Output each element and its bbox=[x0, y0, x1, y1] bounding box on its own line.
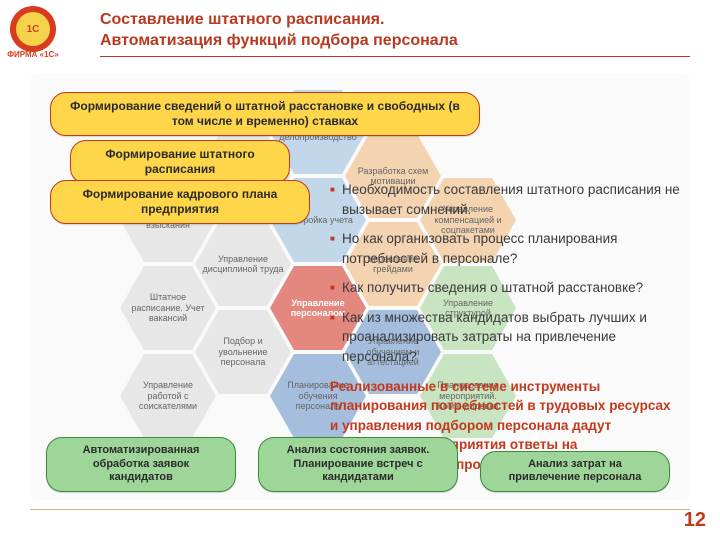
callout-yellow-1: Формирование сведений о штатной расстано… bbox=[50, 92, 480, 136]
title-line-2: Автоматизация функций подбора персонала bbox=[100, 31, 458, 52]
logo: 1С bbox=[10, 6, 56, 52]
bullet: Как из множества кандидатов выбрать лучш… bbox=[330, 308, 680, 367]
header: 1С ФИРМА «1С» Составление штатного распи… bbox=[0, 0, 720, 60]
hex-cell: Управление работой с соискателями bbox=[120, 354, 216, 438]
title-line-1: Составление штатного расписания. bbox=[100, 10, 458, 31]
page-number: 12 bbox=[684, 509, 706, 532]
body-text: Необходимость составления штатного распи… bbox=[330, 180, 680, 474]
bullet: Как получить сведения о штатной расстано… bbox=[330, 278, 680, 298]
hex-cell: Управление дисциплиной труда bbox=[195, 222, 291, 306]
page-title: Составление штатного расписания. Автомат… bbox=[100, 10, 458, 52]
hex-cell: Штатное расписание. Учет вакансий bbox=[120, 266, 216, 350]
callout-yellow-2: Формирование штатного расписания bbox=[70, 140, 290, 184]
callout-yellow-3: Формирование кадрового плана предприятия bbox=[50, 180, 310, 224]
callout-green-1: Автоматизированная обработка заявок канд… bbox=[46, 437, 236, 492]
hex-cell: Подбор и увольнение персонала bbox=[195, 310, 291, 394]
callout-green-2: Анализ состояния заявок. Планирование вс… bbox=[258, 437, 458, 492]
bullet: Необходимость составления штатного распи… bbox=[330, 180, 680, 219]
logo-badge: 1С bbox=[10, 6, 56, 52]
footer-rule bbox=[30, 509, 690, 510]
logo-text: 1С bbox=[16, 12, 50, 46]
callout-green-3: Анализ затрат на привлечение персонала bbox=[480, 451, 670, 493]
title-rule bbox=[100, 56, 690, 57]
bullet: Но как организовать процесс планирования… bbox=[330, 229, 680, 268]
logo-caption: ФИРМА «1С» bbox=[6, 50, 60, 59]
